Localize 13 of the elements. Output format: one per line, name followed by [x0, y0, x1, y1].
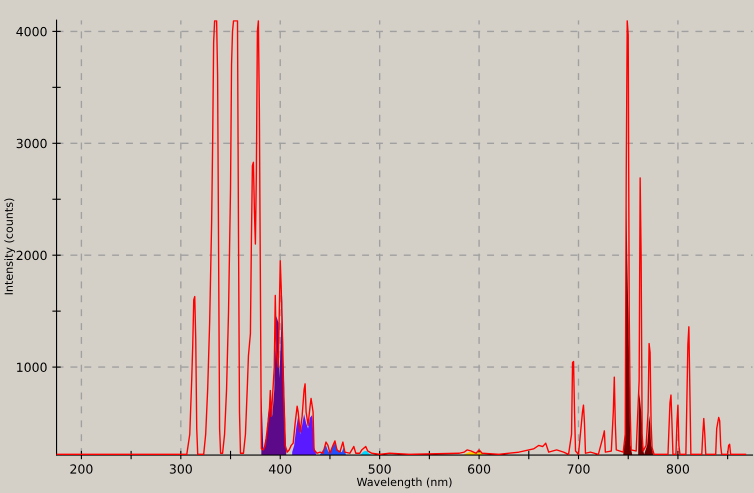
y-tick-label: 2000: [16, 250, 47, 260]
x-tick-label: 400: [268, 464, 292, 474]
y-tick-label: 3000: [16, 138, 47, 148]
x-tick-label: 500: [368, 464, 391, 474]
y-axis-title: Intensity (counts): [4, 198, 16, 294]
x-tick-label: 600: [468, 464, 490, 474]
x-tick-label: 300: [170, 464, 192, 474]
x-tick-label: 700: [568, 464, 590, 474]
x-tick-label: 200: [70, 464, 93, 474]
x-tick-label: 800: [666, 464, 690, 474]
y-tick-label: 4000: [16, 26, 47, 36]
y-tick-label: 1000: [17, 362, 47, 372]
x-axis-title: Wavelength (nm): [356, 478, 452, 488]
